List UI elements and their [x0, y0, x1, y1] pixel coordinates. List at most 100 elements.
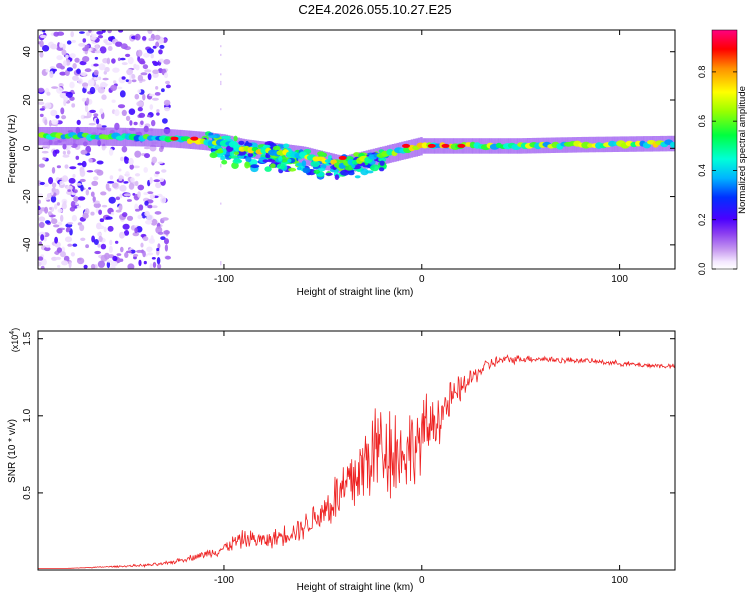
spectrogram-noise-blob	[94, 50, 101, 54]
spectrogram-noise-blob	[57, 221, 63, 226]
spectrogram-noise-speck	[220, 263, 222, 266]
spectrogram-noise-blob	[140, 120, 144, 126]
spectrogram-noise-blob	[142, 93, 146, 101]
spectrogram-noise-blob	[52, 68, 57, 72]
spectrogram-noise-blob	[97, 260, 105, 268]
spectrogram-noise-blob	[99, 46, 107, 54]
spectrogram-noise-blob	[68, 177, 76, 184]
colorbar: 0.0 0.2 0.4 0.6 0.8 Normalized spectral ampl…	[697, 29, 748, 275]
spectrogram-noise-blob	[97, 35, 104, 39]
spectrogram-noise-blob	[149, 104, 154, 110]
spectrogram-noise-blob	[121, 145, 128, 153]
spectrogram-noise-blob	[39, 34, 47, 39]
spectrogram-noise-blob	[90, 191, 95, 197]
spectrogram-noise-blob	[157, 263, 162, 269]
spectrogram-ridge-scatter	[287, 158, 292, 163]
spectrogram-ridge-scatter	[317, 151, 325, 157]
spectrogram-noise-blob	[108, 36, 114, 42]
spectrogram-ridge-scatter	[214, 149, 224, 154]
spectrogram-noise-speck	[220, 53, 222, 56]
spectrogram-noise-blob	[134, 33, 141, 41]
spectrogram-noise-blob	[55, 256, 62, 260]
snr-plot-area	[38, 354, 675, 569]
spectrogram-noise-blob	[154, 92, 161, 96]
spectrogram-noise-blob	[64, 236, 73, 243]
spectrogram-noise-blob	[143, 146, 151, 150]
spectrogram-noise-blob	[146, 48, 154, 54]
spectrogram-noise-blob	[100, 191, 107, 196]
spectrogram-noise-blob	[44, 206, 49, 214]
spectrogram-noise-blob	[69, 53, 76, 59]
spectrogram-noise-blob	[66, 150, 71, 155]
spectrogram-noise-blob	[56, 165, 62, 169]
spectrogram-noise-blob	[66, 67, 73, 72]
spectrogram-noise-blob	[154, 211, 162, 215]
spectrogram-noise-blob	[151, 257, 156, 260]
spectrogram-noise-blob	[125, 115, 131, 122]
spectrogram-noise-blob	[75, 155, 80, 160]
snr-scale-label: (x104)	[9, 328, 20, 352]
spectrogram-noise-blob	[155, 86, 159, 90]
spectrogram-noise-blob	[46, 193, 52, 199]
spectrogram-noise-blob	[51, 119, 59, 125]
spectrogram-noise-blob	[101, 125, 107, 128]
spectrogram-noise-blob	[126, 215, 134, 221]
spectrogram-noise-blob	[39, 51, 44, 58]
spectrogram-noise-blob	[38, 216, 46, 222]
spectrogram-noise-blob	[163, 72, 169, 79]
spectrogram-noise-blob	[77, 78, 83, 85]
spectrogram-noise-blob	[112, 255, 118, 262]
spectrogram-noise-blob	[159, 177, 165, 182]
spectrogram-ridge-scatter	[278, 155, 283, 162]
spectrogram-noise-blob	[112, 182, 119, 189]
spectrogram-noise-blob	[50, 109, 58, 117]
spectrogram-noise-blob	[142, 64, 149, 70]
spectrogram-noise-blob	[137, 107, 143, 112]
spectrogram-noise-blob	[131, 73, 136, 79]
spectrogram-noise-blob	[59, 71, 67, 76]
spectrogram-noise-blob	[115, 41, 123, 47]
spectrogram-noise-blob	[104, 252, 110, 260]
spectrogram-noise-blob	[119, 156, 125, 162]
spectrogram-noise-blob	[118, 30, 124, 33]
spectrogram-noise-blob	[74, 57, 80, 63]
spectrogram-noise-blob	[164, 238, 169, 245]
spectrogram-noise-blob	[160, 196, 167, 204]
spectrogram-noise-blob	[124, 252, 129, 258]
spectrogram-noise-blob	[95, 44, 99, 51]
spectrogram-noise-blob	[117, 86, 123, 90]
spectrogram-noise-blob	[144, 69, 152, 73]
spectrogram-noise-blob	[77, 162, 83, 166]
spectrogram-noise-blob	[120, 43, 128, 50]
spectrogram-noise-blob	[85, 244, 89, 249]
spectrogram-noise-blob	[63, 60, 67, 67]
spectrogram-noise-blob	[111, 58, 116, 64]
spectrogram-noise-blob	[66, 185, 73, 191]
spectrogram-noise-blob	[93, 239, 99, 245]
spectrogram-noise-blob	[65, 59, 71, 66]
spectrogram-noise-blob	[125, 53, 131, 58]
spectrogram-noise-blob	[112, 67, 120, 73]
spectrogram-noise-blob	[38, 87, 45, 93]
spectrogram-noise-blob	[42, 30, 46, 33]
spectrogram-noise-blob	[104, 66, 110, 73]
spectrogram-noise-blob	[79, 224, 85, 232]
spectrogram-noise-blob	[76, 205, 82, 209]
spectrogram-noise-blob	[117, 57, 121, 62]
spectrogram-noise-blob	[132, 232, 140, 237]
spectrogram-noise-blob	[85, 189, 90, 196]
spectrogram-noise-blob	[71, 214, 77, 222]
spectrogram-ridge-scatter	[301, 160, 307, 167]
spectrogram-y-tick-label: 40	[22, 46, 33, 58]
spectrogram-noise-blob	[56, 55, 63, 61]
spectrogram-noise-blob	[87, 79, 95, 87]
spectrogram-noise-blob	[73, 189, 78, 194]
spectrogram-noise-blob	[99, 218, 105, 223]
spectrogram-noise-blob	[89, 86, 96, 95]
spectrogram-noise-blob	[163, 99, 171, 106]
spectrogram-noise-blob	[127, 56, 134, 65]
spectrogram-hotspot	[402, 143, 410, 148]
spectrogram-noise-blob	[106, 57, 111, 65]
spectrogram-noise-blob	[128, 183, 135, 190]
